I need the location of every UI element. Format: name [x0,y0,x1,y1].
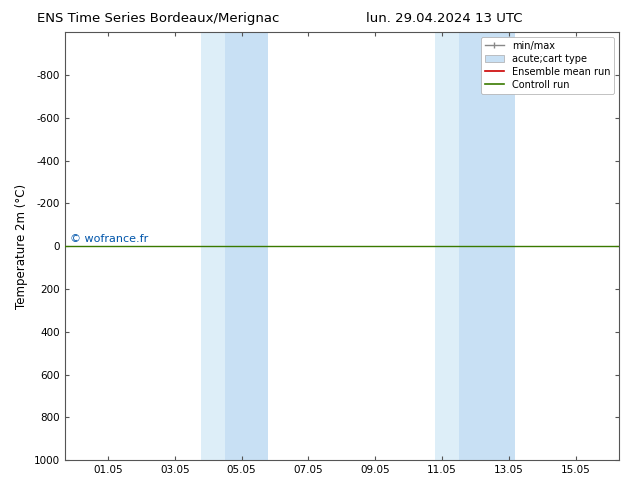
Bar [202,32,225,460]
Text: ENS Time Series Bordeaux/Merignac: ENS Time Series Bordeaux/Merignac [37,12,280,25]
Legend: min/max, acute;cart type, Ensemble mean run, Controll run: min/max, acute;cart type, Ensemble mean … [481,37,614,94]
Text: lun. 29.04.2024 13 UTC: lun. 29.04.2024 13 UTC [366,12,522,25]
Bar [225,32,268,460]
Text: © wofrance.fr: © wofrance.fr [70,234,148,244]
Bar [458,32,515,460]
Bar [436,32,458,460]
Y-axis label: Temperature 2m (°C): Temperature 2m (°C) [15,184,28,309]
